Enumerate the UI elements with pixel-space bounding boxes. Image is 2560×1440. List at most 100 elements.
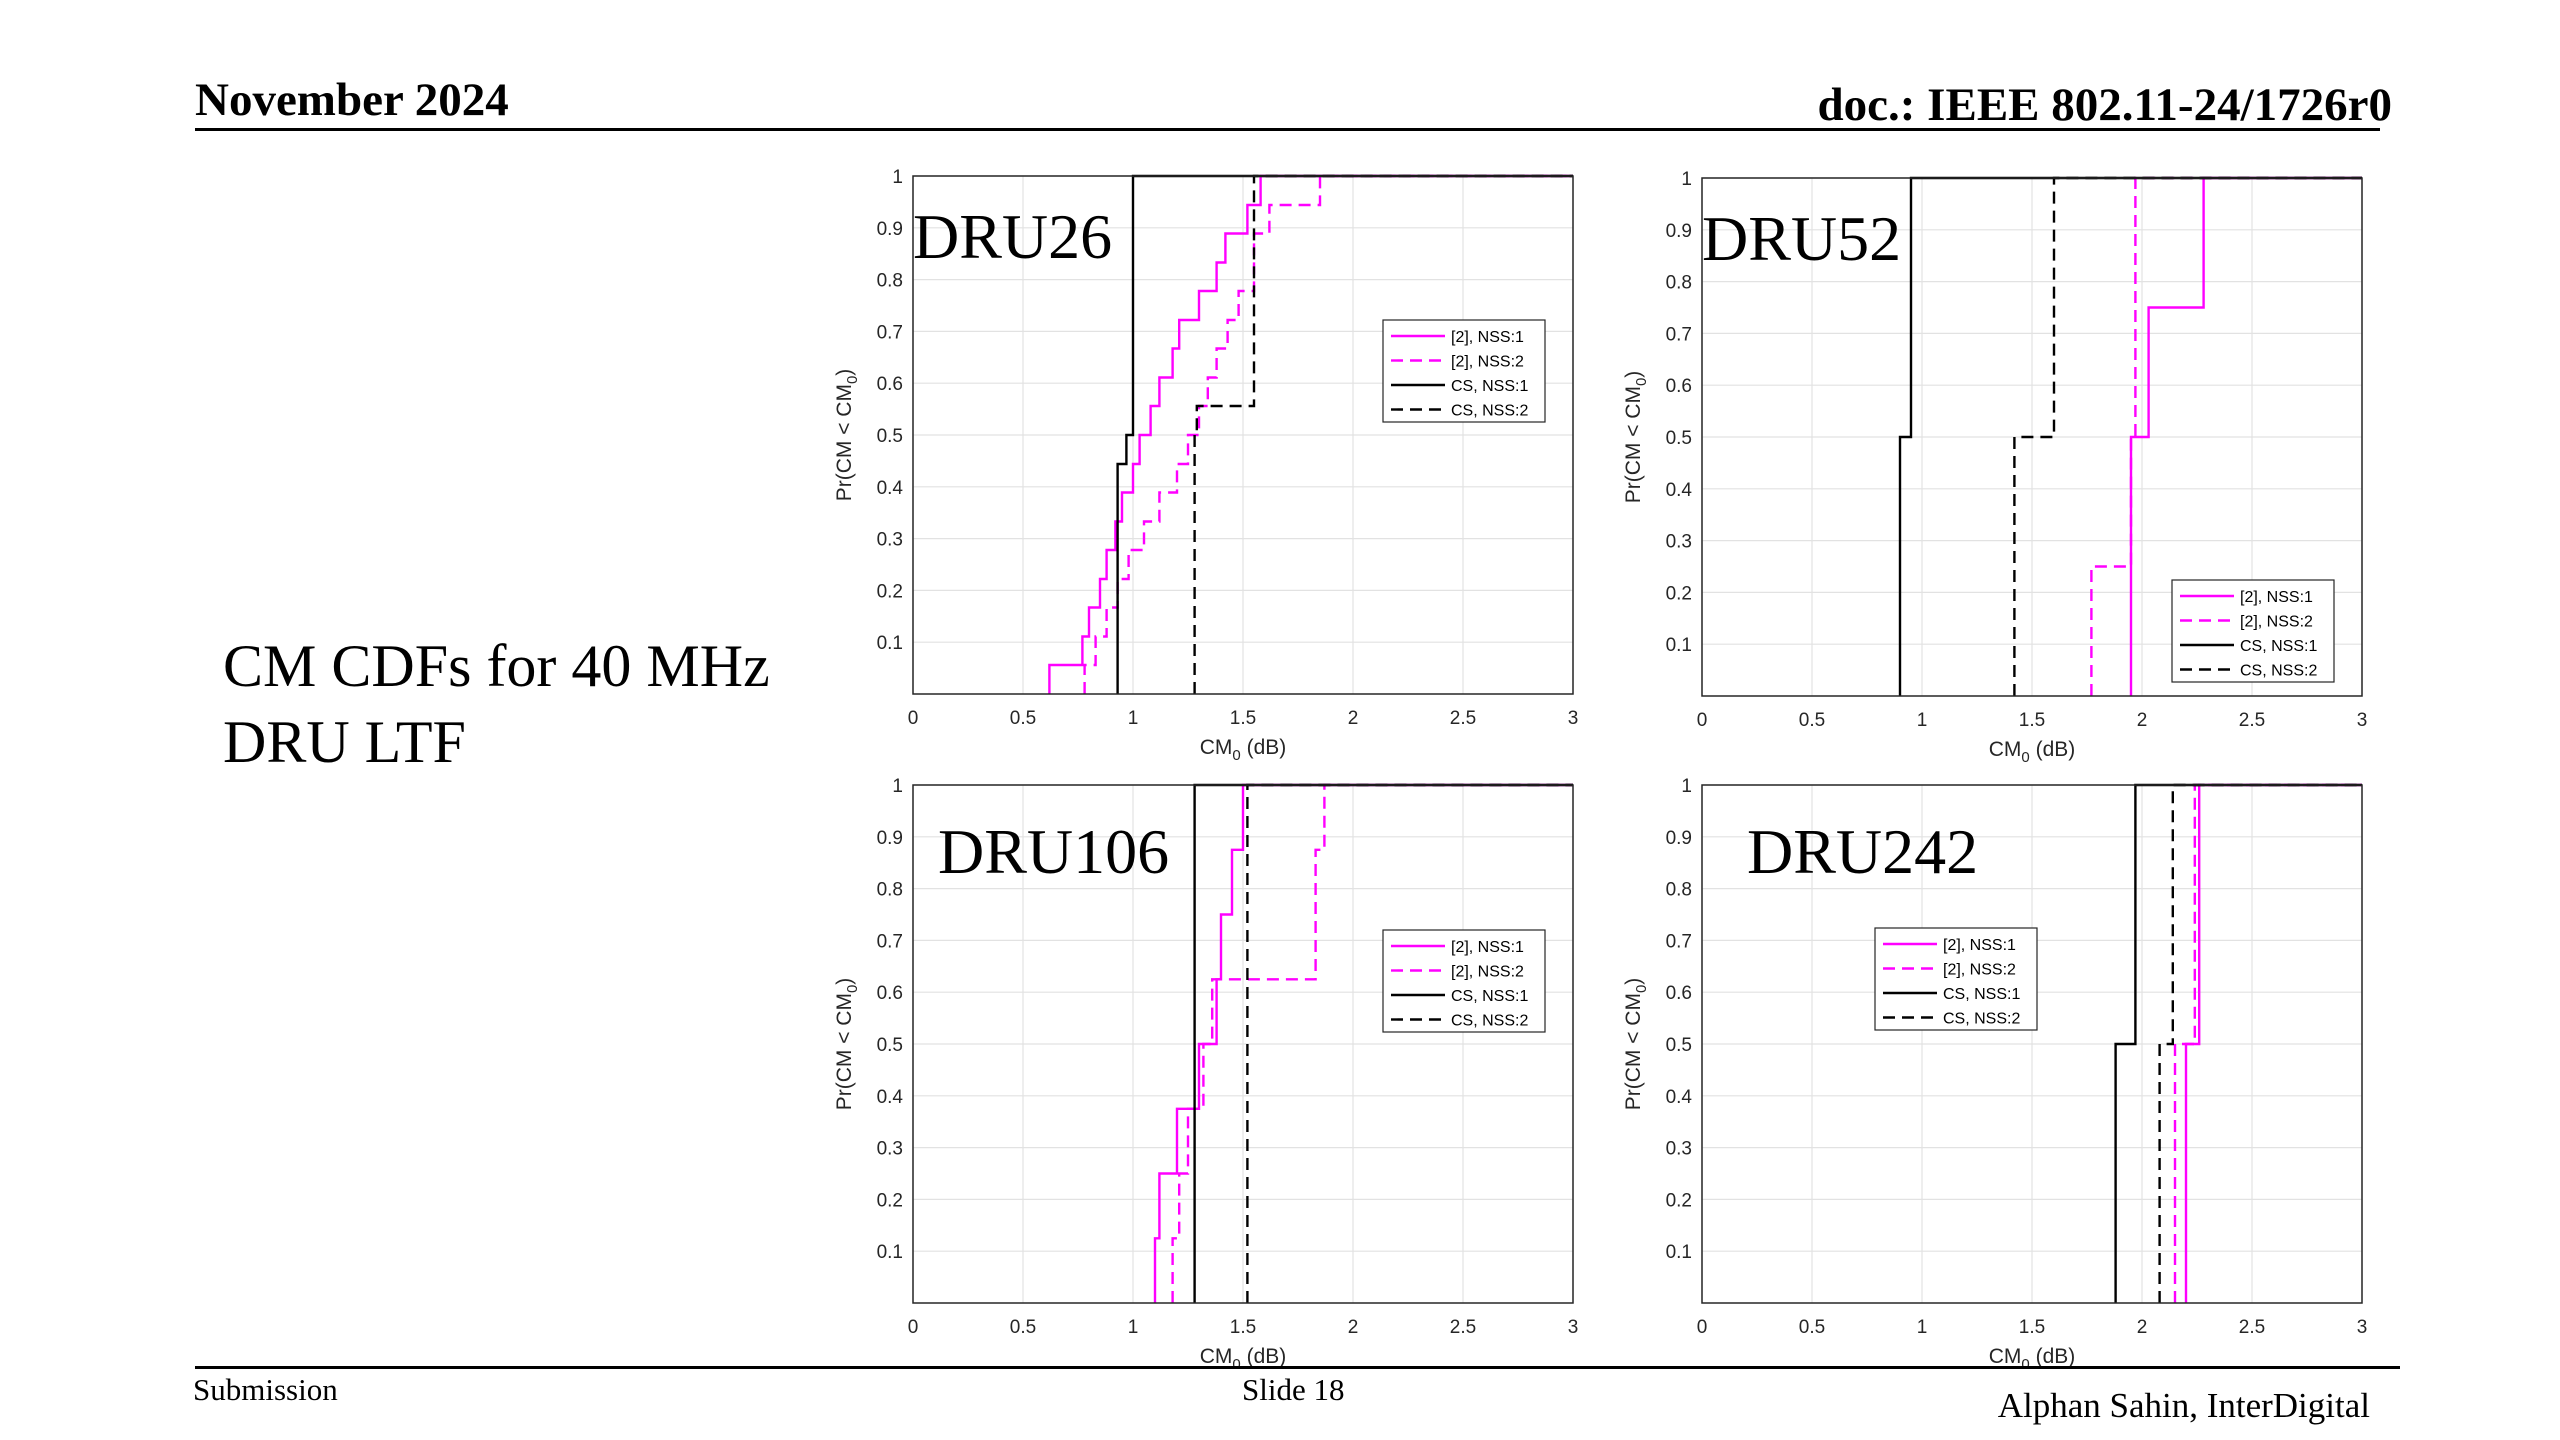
x-tick-label: 0.5 <box>1010 1317 1036 1338</box>
plot-frame <box>1701 177 2363 697</box>
chart-dru26: 0 0.5 1 1.5 2 2.5 3 0.1 0.2 0.3 0.4 0.5 0.6 0.7 0.8 0.9… <box>833 167 1578 764</box>
x-tick-label: 3 <box>2357 1317 2368 1338</box>
x-tick-label: 3 <box>1568 708 1579 729</box>
x-axis-label: CM0 (dB) <box>1200 736 1287 764</box>
y-tick-label: 0.6 <box>1666 376 1692 397</box>
chart-title: DRU106 <box>938 816 1169 887</box>
y-tick-label: 0.2 <box>877 581 903 602</box>
y-tick-label: 0.9 <box>1666 828 1692 849</box>
legend-entry: [2], NSS:2 <box>1451 354 1524 371</box>
x-tick-label: 1.5 <box>1230 1317 1256 1338</box>
chart-dru242: 0 0.5 1 1.5 2 2.5 3 0.1 0.2 0.3 0.4 0.5 0.6 0.7 0.8 0.9… <box>1622 776 2367 1373</box>
series-line-cs-nss-2 <box>1193 174 1573 694</box>
x-tick-label: 2.5 <box>1450 708 1476 729</box>
series-line-2-nss-2 <box>2090 176 2362 696</box>
x-tick-label: 2 <box>2137 1317 2148 1338</box>
y-tick-label: 1 <box>892 776 903 797</box>
header-doc-id: doc.: IEEE 802.11-24/1726r0 <box>1817 79 2392 131</box>
series-line-2-nss-1 <box>1153 783 1573 1303</box>
x-tick-label: 1.5 <box>2019 1317 2045 1338</box>
x-tick-label: 0 <box>908 708 919 729</box>
x-tick-label: 1.5 <box>2019 710 2045 731</box>
y-axis-label: Pr(CM < CM0) <box>833 978 861 1111</box>
y-tick-label: 0.3 <box>877 530 903 551</box>
legend-entry: [2], NSS:1 <box>1451 939 1524 956</box>
x-tick-label: 2.5 <box>2239 710 2265 731</box>
y-tick-label: 0.5 <box>877 1035 903 1056</box>
x-tick-label: 2 <box>1348 708 1359 729</box>
y-axis-label: Pr(CM < CM0) <box>1622 371 1650 504</box>
footer-rule <box>195 1366 2400 1369</box>
y-tick-label: 0.2 <box>877 1190 903 1211</box>
legend-entry: CS, NSS:2 <box>2240 663 2317 680</box>
y-tick-label: 0.4 <box>1666 480 1693 501</box>
y-tick-label: 1 <box>1681 169 1692 190</box>
chart-dru52: 0 0.5 1 1.5 2 2.5 3 0.1 0.2 0.3 0.4 0.5 0.6 0.7 0.8 0.9… <box>1622 169 2367 766</box>
x-tick-label: 1 <box>1128 1317 1139 1338</box>
x-tick-label: 2 <box>2137 710 2148 731</box>
y-tick-label: 0.6 <box>1666 983 1692 1004</box>
y-tick-label: 0.1 <box>877 1242 903 1263</box>
x-tick-label: 0 <box>908 1317 919 1338</box>
plot-frame <box>1701 784 2363 1304</box>
legend-entry: CS, NSS:1 <box>1943 986 2020 1003</box>
y-tick-label: 0.4 <box>1666 1087 1693 1108</box>
y-tick-label: 0.6 <box>877 983 903 1004</box>
y-tick-label: 0.5 <box>1666 428 1692 449</box>
x-tick-label: 0 <box>1697 710 1708 731</box>
y-tick-label: 0.4 <box>877 478 904 499</box>
chart-legend: [2], NSS:1 [2], NSS:2 CS, NSS:1 CS, NSS:2 <box>2171 579 2335 683</box>
x-tick-label: 3 <box>2357 710 2368 731</box>
y-tick-label: 1 <box>892 167 903 188</box>
y-tick-label: 0.5 <box>877 426 903 447</box>
y-tick-label: 0.9 <box>877 219 903 240</box>
legend-entry: [2], NSS:2 <box>2240 614 2313 631</box>
y-tick-label: 0.8 <box>1666 273 1692 294</box>
y-tick-label: 0.3 <box>1666 532 1692 553</box>
y-tick-label: 0.8 <box>877 880 903 901</box>
chart-title: DRU52 <box>1702 203 1901 274</box>
legend-entry: CS, NSS:1 <box>1451 988 1528 1005</box>
legend-entry: CS, NSS:2 <box>1451 1013 1528 1030</box>
y-tick-label: 0.3 <box>1666 1139 1692 1160</box>
y-tick-label: 0.2 <box>1666 583 1692 604</box>
chart-legend: [2], NSS:1 [2], NSS:2 CS, NSS:1 CS, NSS:2 <box>1382 319 1546 423</box>
legend-entry: CS, NSS:2 <box>1451 403 1528 420</box>
chart-legend: [2], NSS:1 [2], NSS:2 CS, NSS:1 CS, NSS:2 <box>1382 929 1546 1033</box>
y-tick-label: 0.8 <box>877 271 903 292</box>
x-tick-label: 1.5 <box>1230 708 1256 729</box>
legend-entry: [2], NSS:2 <box>1451 964 1524 981</box>
series-line-2-nss-1 <box>1048 174 1573 694</box>
legend-entry: [2], NSS:2 <box>1943 962 2016 979</box>
chart-title: DRU242 <box>1747 816 1978 887</box>
y-tick-label: 0.7 <box>1666 324 1692 345</box>
legend-entry: CS, NSS:1 <box>1451 378 1528 395</box>
x-tick-label: 0.5 <box>1799 1317 1825 1338</box>
y-tick-label: 0.1 <box>1666 1242 1692 1263</box>
y-tick-label: 0.8 <box>1666 880 1692 901</box>
slide-caption: CM CDFs for 40 MHz DRU LTF <box>223 633 770 775</box>
chart-dru106: 0 0.5 1 1.5 2 2.5 3 0.1 0.2 0.3 0.4 0.5 0.6 0.7 0.8 0.9… <box>833 776 1578 1373</box>
header-rule <box>195 128 2380 131</box>
x-tick-label: 2.5 <box>2239 1317 2265 1338</box>
footer-slide-number: Slide 18 <box>1242 1372 1345 1407</box>
x-tick-label: 1 <box>1917 710 1928 731</box>
y-tick-label: 0.7 <box>877 322 903 343</box>
legend-entry: CS, NSS:1 <box>2240 638 2317 655</box>
y-tick-label: 0.2 <box>1666 1190 1692 1211</box>
y-tick-label: 0.3 <box>877 1139 903 1160</box>
footer-submission: Submission <box>193 1372 338 1407</box>
y-tick-label: 0.7 <box>877 931 903 952</box>
series-line-2-nss-1 <box>2129 176 2362 696</box>
chart-legend: [2], NSS:1 [2], NSS:2 CS, NSS:1 CS, NSS:2 <box>1874 927 2038 1031</box>
x-tick-label: 0.5 <box>1799 710 1825 731</box>
y-tick-label: 1 <box>1681 776 1692 797</box>
legend-entry: [2], NSS:1 <box>2240 589 2313 606</box>
y-tick-label: 0.1 <box>1666 635 1692 656</box>
legend-entry: [2], NSS:1 <box>1451 329 1524 346</box>
legend-entry: [2], NSS:1 <box>1943 937 2016 954</box>
plot-frame <box>912 784 1574 1304</box>
y-axis-label: Pr(CM < CM0) <box>833 369 861 502</box>
y-tick-label: 0.1 <box>877 633 903 654</box>
